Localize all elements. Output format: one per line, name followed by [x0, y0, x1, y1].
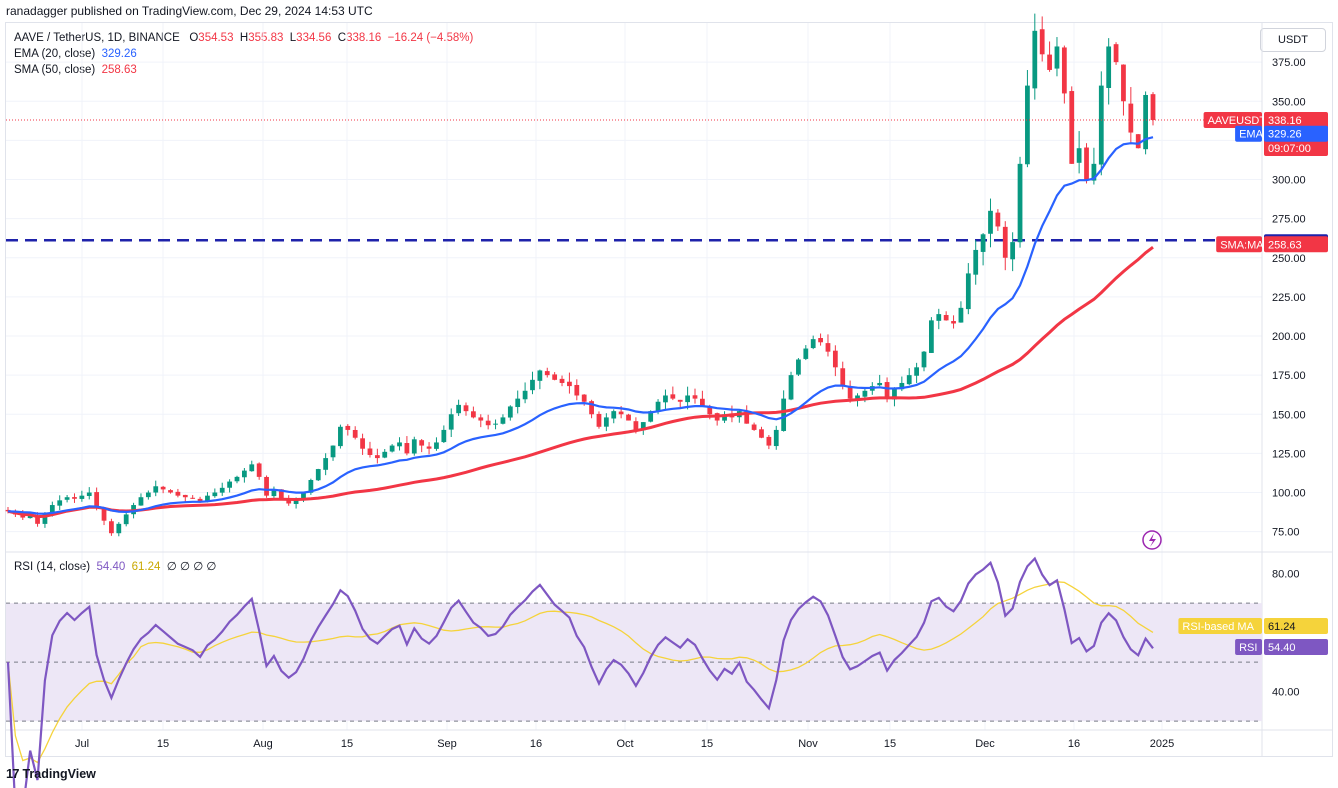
footer-brand[interactable]: 17 TradingView — [6, 766, 96, 781]
sma-value: 258.63 — [101, 64, 137, 76]
publisher-line: ranadagger published on TradingView.com,… — [6, 4, 373, 18]
chart-frame — [5, 22, 1333, 757]
change-value: −16.24 (−4.58%) — [387, 32, 474, 44]
open-label: O — [189, 32, 199, 44]
low-label: L — [289, 32, 297, 44]
close-value: 338.16 — [346, 32, 382, 44]
ema-legend[interactable]: EMA (20, close) 329.26 — [14, 46, 137, 62]
open-value: 354.53 — [198, 32, 234, 44]
rsi-value: 54.40 — [96, 561, 126, 573]
close-label: C — [337, 32, 347, 44]
rsi-ma-value: 61.24 — [131, 561, 161, 573]
sma-legend[interactable]: SMA (50, close) 258.63 — [14, 62, 137, 78]
rsi-label: RSI (14, close) — [14, 561, 91, 573]
rsi-legend[interactable]: RSI (14, close) 54.40 61.24 ∅ ∅ ∅ ∅ — [14, 559, 216, 575]
price-legend: AAVE / TetherUS, 1D, BINANCE O354.53 H35… — [14, 30, 473, 46]
low-value: 334.56 — [296, 32, 332, 44]
high-value: 355.83 — [248, 32, 284, 44]
high-label: H — [239, 32, 249, 44]
ema-label: EMA (20, close) — [14, 48, 96, 60]
brand-label: TradingView — [22, 766, 96, 781]
symbol-label[interactable]: AAVE / TetherUS, 1D, BINANCE — [14, 32, 180, 44]
currency-button[interactable]: USDT — [1260, 28, 1326, 52]
ema-value: 329.26 — [101, 48, 137, 60]
sma-label: SMA (50, close) — [14, 64, 96, 76]
tradingview-logo-icon: 17 — [6, 766, 20, 781]
rsi-extras: ∅ ∅ ∅ ∅ — [166, 561, 217, 573]
